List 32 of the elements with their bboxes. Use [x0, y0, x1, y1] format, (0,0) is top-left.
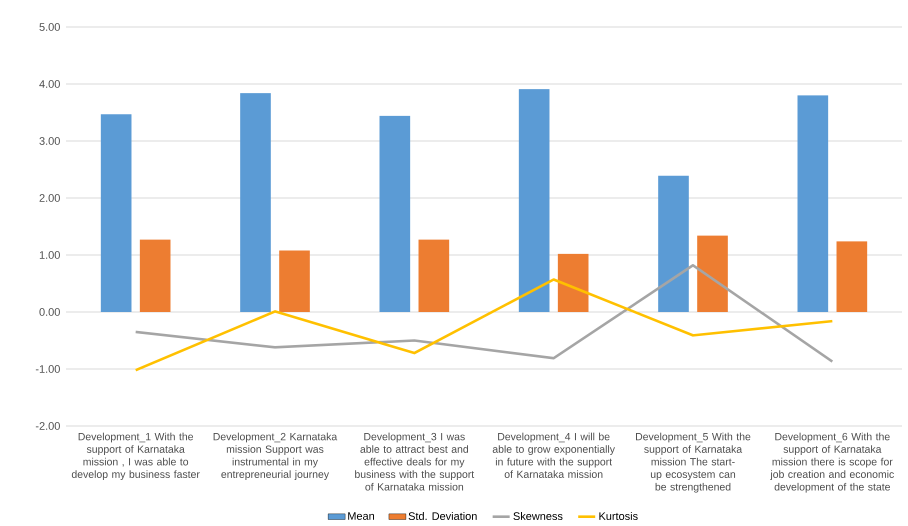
y-tick-label: 5.00 — [39, 23, 60, 31]
bar — [658, 176, 689, 312]
bar — [279, 250, 310, 312]
y-tick-label: 2.00 — [40, 194, 60, 202]
y-tick-label: 3.00 — [39, 137, 60, 145]
legend-label: Std. Deviation — [408, 512, 477, 520]
bar — [798, 95, 828, 312]
x-tick-label: Development_4 I will be able to grow exponentially in future with the support of Karnataka mission — [492, 432, 615, 478]
y-tick-label: -2.00 — [36, 422, 60, 430]
y-tick-label: -1.00 — [36, 365, 60, 373]
bar — [418, 240, 450, 312]
x-tick-label: Development_2 Karnataka mission Support was instrumental in my entrepreneurial journey — [214, 432, 338, 480]
legend-label: Mean — [348, 512, 374, 520]
bar — [518, 89, 550, 312]
y-tick-label: 1.00 — [40, 251, 60, 259]
bar — [697, 236, 728, 312]
bar — [380, 116, 410, 312]
line-series — [134, 264, 834, 363]
bar — [240, 93, 271, 312]
legend-label: Kurtosis — [599, 512, 638, 520]
x-tick-label: Development_1 With the support of Karnataka mission , I was able to develop my business faster — [72, 432, 200, 480]
bar — [140, 240, 170, 312]
bar — [836, 241, 868, 312]
x-tick-label: Development_6 With the support of Karnataka mission there is scope for job creation and economic development of the state — [770, 432, 894, 493]
bar — [558, 254, 588, 312]
x-tick-label: Development_5 With the support of Karnataka mission The start-up ecosystem can be strengthened — [636, 432, 750, 493]
x-tick-label: Development_3 I was able to attract best and effective deals for my business with the support of Karnataka mission — [355, 432, 474, 491]
bar — [100, 114, 132, 312]
line-series — [134, 278, 834, 372]
y-tick-label: 0.00 — [39, 308, 60, 316]
legend-label: Skewness — [513, 512, 562, 520]
y-tick-label: 4.00 — [39, 80, 60, 88]
